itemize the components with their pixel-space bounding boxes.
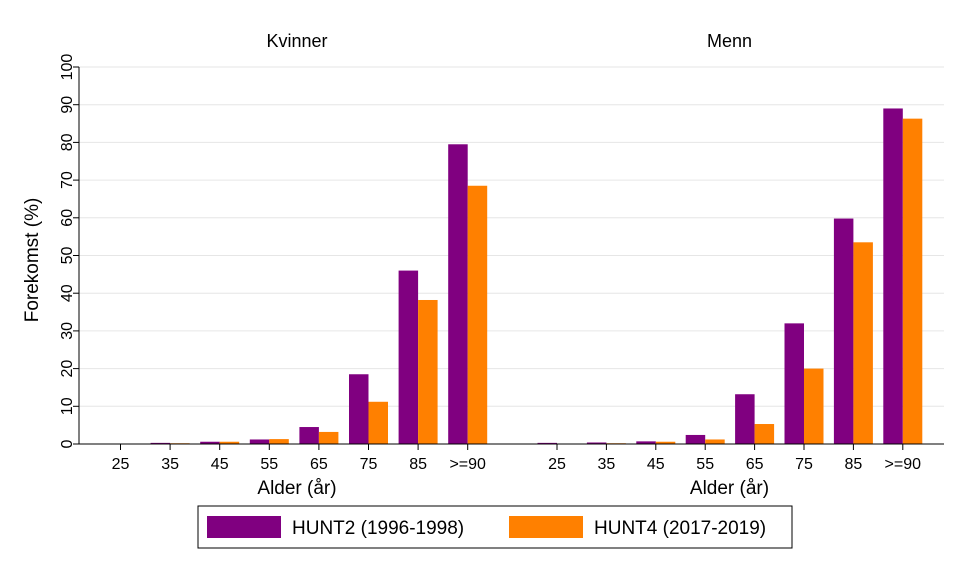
x-tick-label: 55: [260, 456, 278, 473]
x-tick-label: 85: [845, 456, 863, 473]
panel-title: Menn: [707, 31, 752, 51]
x-axis-label: Alder (år): [257, 478, 336, 499]
y-axis-label: Forekomst (%): [22, 198, 43, 323]
legend-label-hunt2: HUNT2 (1996-1998): [292, 518, 464, 539]
legend: HUNT2 (1996-1998) HUNT4 (2017-2019): [198, 506, 792, 548]
x-tick-label: 55: [696, 456, 714, 473]
bar-hunt2-7: [399, 271, 419, 444]
panel-1: 25 35 45 55 65 75 85 >=90 Kvinner Alder (år) 0 10 20…: [59, 31, 515, 499]
x-tick-label: 25: [112, 456, 130, 473]
x-tick-label: 75: [795, 456, 813, 473]
y-tick-label: 100: [59, 54, 76, 81]
bar-hunt4-8: [468, 186, 488, 444]
bar-hunt2-5: [735, 394, 755, 444]
x-tick-label: 25: [548, 456, 566, 473]
x-tick-label: 45: [211, 456, 229, 473]
x-tick-label: 65: [746, 456, 764, 473]
bar-hunt2-4: [686, 435, 706, 444]
bar-hunt2-8: [883, 108, 903, 444]
bar-hunt2-8: [448, 144, 468, 444]
legend-swatch-hunt2: [207, 516, 281, 538]
x-tick-label: 35: [598, 456, 616, 473]
y-tick-label: 50: [59, 247, 76, 265]
x-tick-label: 45: [647, 456, 665, 473]
x-axis-label: Alder (år): [690, 478, 769, 499]
y-tick-label: 40: [59, 284, 76, 302]
bar-hunt4-7: [853, 242, 873, 444]
y-tick-label: 30: [59, 322, 76, 340]
bar-hunt2-6: [785, 323, 805, 444]
bar-hunt4-8: [903, 119, 923, 444]
bar-hunt4-5: [755, 424, 775, 444]
x-tick-label: 85: [409, 456, 427, 473]
bar-hunt4-4: [269, 439, 289, 444]
x-tick-label: 75: [360, 456, 378, 473]
bar-hunt2-5: [299, 427, 319, 444]
y-tick-label: 70: [59, 171, 76, 189]
y-tick-label: 20: [59, 360, 76, 378]
panel-2: 25 35 45 55 65 75 85 >=90 Menn Alder (år): [515, 31, 944, 499]
panel-title: Kvinner: [266, 31, 327, 51]
bar-hunt4-7: [418, 300, 438, 444]
legend-label-hunt4: HUNT4 (2017-2019): [594, 518, 766, 539]
y-tick-label: 90: [59, 96, 76, 114]
legend-swatch-hunt4: [509, 516, 583, 538]
y-tick-label: 80: [59, 133, 76, 151]
x-tick-label: 65: [310, 456, 328, 473]
bar-hunt4-6: [369, 402, 389, 444]
y-tick-label: 0: [59, 439, 76, 448]
bar-hunt2-7: [834, 219, 854, 444]
y-tick-label: 60: [59, 209, 76, 227]
x-tick-label: >=90: [885, 456, 922, 473]
y-tick-label: 10: [59, 397, 76, 415]
bar-hunt4-5: [319, 432, 339, 444]
x-tick-label: >=90: [449, 456, 486, 473]
bar-hunt2-4: [250, 439, 269, 444]
bar-hunt4-6: [804, 369, 824, 444]
x-tick-label: 35: [161, 456, 179, 473]
bar-hunt2-6: [349, 374, 369, 444]
bar-hunt4-4: [705, 439, 725, 444]
